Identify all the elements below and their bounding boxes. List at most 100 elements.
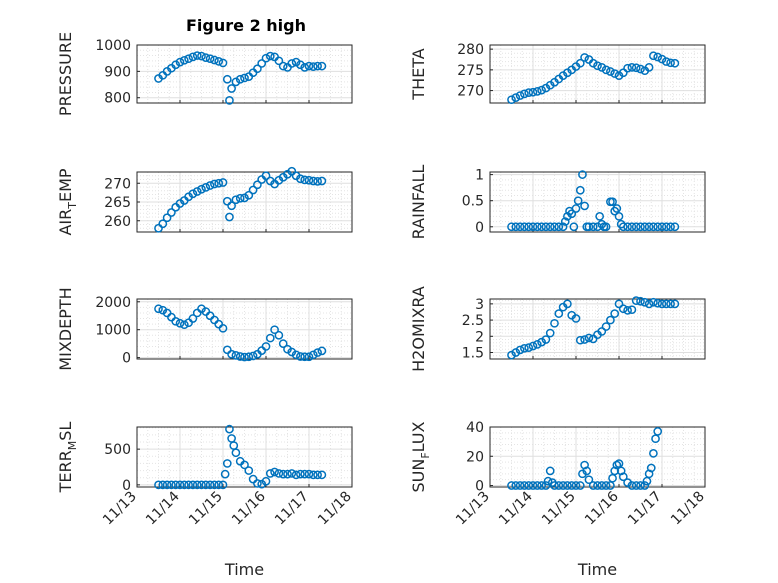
h2omixra-data-point (606, 315, 615, 325)
sun_flux-data-point (563, 481, 572, 490)
pressure-data-point (235, 74, 245, 84)
sun_flux-data-point (511, 481, 521, 490)
mixdepth-data-point (218, 323, 228, 333)
pressure-data-point (192, 51, 202, 60)
theta-data-point (627, 63, 637, 72)
pressure-data-point (175, 57, 185, 67)
sun_flux-data-point (588, 481, 598, 490)
sun_flux-x-axis-label: Time (577, 560, 617, 579)
terr_msl-data-point (244, 466, 254, 475)
air_temp-data-point (248, 185, 258, 195)
rainfall-data-point (537, 222, 546, 232)
mixdepth-data-point (278, 339, 288, 349)
subplot-h2omixra: 1.522.53 H2OMIXRA (409, 286, 706, 372)
rainfall-data-point (601, 222, 611, 232)
terr_msl-data-point (197, 480, 206, 490)
sun_flux-data-point (618, 472, 628, 482)
subplot-pressure: 800 900 1000 PRESSURE (56, 32, 353, 116)
mixdepth-data-point (179, 320, 189, 330)
theta-data-point (601, 65, 611, 75)
air_temp-data-point (218, 178, 228, 187)
pressure-data-point (308, 62, 318, 71)
sun_flux-data-point (582, 466, 592, 476)
terr_msl-data-point (287, 469, 297, 478)
h2omixra-y-axis-label: H2OMIXRA (409, 286, 428, 372)
h2omixra-data-point (627, 305, 637, 315)
h2omixra-data-point (511, 348, 521, 357)
terr_msl-data-point (274, 469, 284, 478)
air_temp-data-point (313, 177, 322, 186)
rainfall-data-point (640, 222, 650, 232)
air_temp-data-point (222, 196, 232, 206)
theta-data-point (520, 89, 529, 99)
rainfall-data-point (550, 222, 559, 232)
mixdepth-data-point (261, 342, 271, 351)
air_temp-data-point (300, 175, 310, 185)
h2omixra-data-point (584, 333, 594, 343)
pressure-data-point (304, 61, 314, 71)
theta-data-point (623, 63, 632, 73)
theta-data-point (610, 69, 620, 78)
pressure-data-point (253, 64, 262, 74)
pressure-y-tick-label: 1000 (95, 38, 131, 54)
mixdepth-data-point (265, 333, 275, 343)
sun_flux-data-point (558, 481, 568, 490)
theta-data-point (606, 67, 615, 76)
rainfall-data-point (588, 222, 598, 232)
rainfall-data-point (573, 196, 583, 206)
pressure-data-point (184, 54, 193, 64)
air_temp-data-point (317, 176, 327, 186)
pressure-y-tick-label: 900 (104, 64, 131, 80)
sun_flux-data-point (575, 481, 585, 490)
pressure-data-point (296, 60, 305, 70)
rainfall-data-point (575, 185, 585, 195)
terr_msl-data-point (296, 469, 305, 479)
mixdepth-y-tick-label: 0 (122, 351, 131, 367)
terr_msl-data-point (154, 480, 163, 490)
terr_msl-data-point (179, 480, 189, 490)
theta-data-point (653, 52, 663, 62)
h2omixra-data-point (640, 297, 650, 307)
pressure-data-point (210, 55, 219, 65)
theta-data-point (631, 63, 641, 73)
air_temp-data-point (227, 201, 236, 211)
h2omixra-data-point (657, 299, 667, 309)
mixdepth-data-point (270, 325, 279, 335)
mixdepth-y-tick-label: 1000 (95, 323, 131, 339)
mixdepth-data-point (227, 349, 236, 359)
terr_msl-data-point (201, 480, 211, 490)
rainfall-data-point (649, 222, 658, 232)
terr_msl-axes-frame (136, 426, 353, 488)
air_temp-data-point (154, 223, 163, 233)
sun_flux-data-point (554, 481, 564, 490)
terr_msl-data-point (167, 480, 176, 490)
air_temp-y-tick-label: 265 (104, 195, 131, 211)
theta-data-point (537, 85, 546, 95)
pressure-data-point (240, 73, 249, 83)
terr_msl-data-point (317, 470, 327, 480)
rainfall-data-point (661, 222, 671, 232)
terr_msl-data-point (158, 480, 168, 490)
h2omixra-data-point (532, 340, 542, 349)
sun_flux-data-point (631, 481, 641, 490)
rainfall-data-point (524, 222, 534, 232)
theta-axes-frame (489, 44, 706, 104)
rainfall-data-point (644, 222, 654, 232)
air_temp-data-point (192, 187, 202, 196)
terr_msl-data-point (162, 480, 172, 490)
pressure-data-point (179, 55, 189, 65)
mixdepth-data-point (300, 352, 310, 362)
theta-data-point (511, 93, 521, 102)
mixdepth-data-point (313, 348, 322, 357)
sun_flux-y-tick-label: 0 (475, 479, 484, 495)
rainfall-data-point (528, 222, 538, 232)
rainfall-data-point (670, 222, 680, 232)
terr_msl-data-point (231, 448, 241, 458)
h2omixra-data-point (644, 299, 654, 309)
theta-axes-background (489, 44, 706, 104)
terr_msl-y-tick-label: 500 (104, 442, 131, 458)
h2omixra-data-point (661, 299, 671, 309)
rainfall-data-point (511, 222, 521, 232)
rainfall-y-tick-label: 0.5 (462, 194, 484, 210)
pressure-data-point (231, 77, 241, 87)
